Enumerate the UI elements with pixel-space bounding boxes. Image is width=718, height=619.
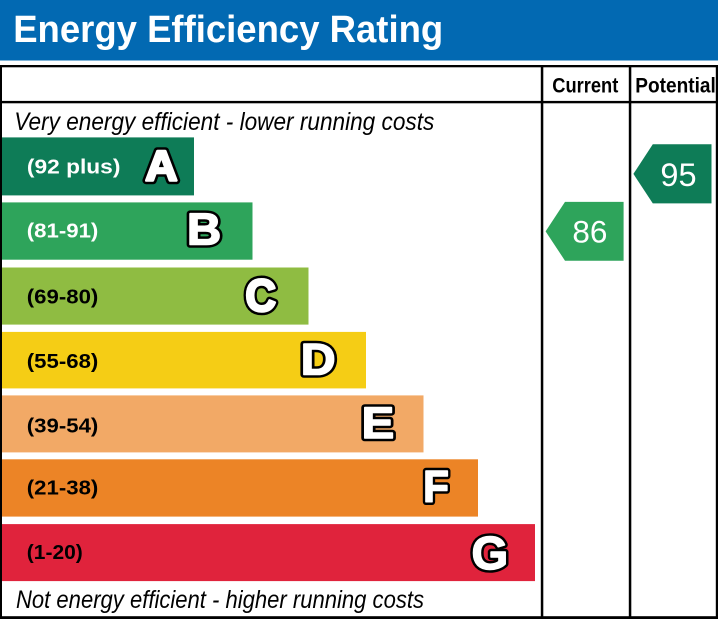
svg-text:(92 plus): (92 plus) (27, 156, 121, 179)
svg-text:(55-68): (55-68) (27, 350, 99, 373)
svg-text:G: G (472, 527, 508, 579)
svg-text:F: F (423, 463, 449, 512)
svg-text:(1-20): (1-20) (27, 541, 83, 564)
svg-text:(81-91): (81-91) (27, 219, 99, 242)
svg-text:86: 86 (572, 213, 607, 249)
svg-text:Potential: Potential (635, 74, 716, 98)
svg-text:95: 95 (660, 157, 696, 193)
svg-text:E: E (362, 398, 395, 447)
svg-text:A: A (145, 143, 177, 190)
svg-text:(39-54): (39-54) (27, 415, 99, 438)
svg-text:D: D (301, 335, 336, 385)
svg-text:E: E (362, 398, 395, 447)
svg-text:D: D (301, 335, 336, 385)
svg-text:Not energy efficient - higher: Not energy efficient - higher running co… (16, 586, 424, 614)
svg-text:B: B (187, 205, 221, 254)
svg-text:C: C (245, 271, 276, 321)
svg-text:F: F (423, 463, 449, 512)
svg-text:(69-80): (69-80) (27, 286, 99, 309)
svg-text:(21-38): (21-38) (27, 476, 99, 499)
svg-text:C: C (245, 271, 276, 321)
svg-text:Very energy efficient - lower: Very energy efficient - lower running co… (14, 108, 434, 136)
svg-text:G: G (472, 527, 508, 579)
svg-text:A: A (145, 143, 177, 190)
svg-text:Energy Efficiency Rating: Energy Efficiency Rating (13, 9, 443, 51)
svg-text:B: B (187, 205, 221, 254)
svg-text:Current: Current (552, 74, 618, 98)
